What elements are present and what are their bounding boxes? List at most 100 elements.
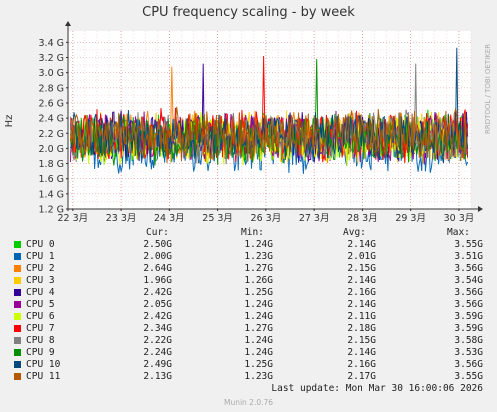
legend-avg-value: 2.15G xyxy=(347,335,376,346)
rrdtool-credit: RRDTOOL / TOBI OETIKER xyxy=(484,44,492,134)
x-axis-arrow xyxy=(478,206,483,212)
legend-avg-value: 2.18G xyxy=(347,323,376,334)
y-tick-label: 1.8 G xyxy=(39,159,65,170)
y-tick-label: 2.8 G xyxy=(39,83,65,94)
legend-row: CPU 0 2.50G 1.24G 2.14G 3.55G xyxy=(0,239,497,251)
legend-min-value: 1.23G xyxy=(244,251,273,262)
legend-min-value: 1.25G xyxy=(244,287,273,298)
chart-title: CPU frequency scaling - by week xyxy=(142,5,355,20)
x-tick-labels: 22 3月 23 3月 24 3月 25 3月 26 3月 27 3月 28 3月 29 3月… xyxy=(57,209,474,224)
legend-max-value: 3.55G xyxy=(454,371,483,382)
legend-swatch xyxy=(14,265,21,272)
legend-swatch xyxy=(14,337,21,344)
legend-avg-value: 2.14G xyxy=(347,347,376,358)
chart-area: Hz 1.2 G 1.4 G 1.6 G 1.8 G 2.0 G 2.2 G 2.4 G 2.… xyxy=(4,21,483,224)
legend-cur-value: 2.49G xyxy=(143,359,172,370)
legend-cur-value: 2.05G xyxy=(143,299,172,310)
x-tick-label: 29 3月 xyxy=(395,213,426,224)
y-tick-labels: 1.2 G 1.4 G 1.6 G 1.8 G 2.0 G 2.2 G 2.4 G 2.6 G… xyxy=(39,38,68,216)
legend-header-avg: Avg: xyxy=(343,227,366,238)
legend-max-value: 3.53G xyxy=(454,347,483,358)
x-tick-label: 27 3月 xyxy=(299,213,330,224)
y-tick-label: 1.2 G xyxy=(39,205,65,216)
legend-cur-value: 2.42G xyxy=(143,311,172,322)
legend-header-cur: Cur: xyxy=(146,227,169,238)
y-tick-label: 3.4 G xyxy=(39,38,65,49)
legend-max-value: 3.59G xyxy=(454,311,483,322)
legend-avg-value: 2.16G xyxy=(347,287,376,298)
legend-swatch xyxy=(14,325,21,332)
series-line-cpu-9 xyxy=(69,58,468,166)
y-tick-label: 2.2 G xyxy=(39,129,65,140)
legend-swatch xyxy=(14,361,21,368)
legend-min-value: 1.24G xyxy=(244,299,273,310)
legend-max-value: 3.58G xyxy=(454,335,483,346)
legend-max-value: 3.59G xyxy=(454,323,483,334)
legend-avg-value: 2.16G xyxy=(347,359,376,370)
series-lines xyxy=(69,47,469,174)
legend-series-name: CPU 8 xyxy=(26,335,55,346)
legend-row: CPU 7 2.34G 1.27G 2.18G 3.59G xyxy=(0,323,497,335)
legend-max-value: 3.54G xyxy=(454,275,483,286)
y-tick-label: 1.4 G xyxy=(39,189,65,200)
legend-cur-value: 1.96G xyxy=(143,275,172,286)
legend-avg-value: 2.11G xyxy=(347,311,376,322)
legend-avg-value: 2.14G xyxy=(347,299,376,310)
x-tick-label: 28 3月 xyxy=(347,213,378,224)
legend-swatch xyxy=(14,349,21,356)
legend-swatch xyxy=(14,301,21,308)
legend-series-name: CPU 10 xyxy=(26,359,61,370)
legend-row: CPU 11 2.13G 1.23G 2.17G 3.55G xyxy=(0,371,497,383)
legend-min-value: 1.24G xyxy=(244,311,273,322)
legend-avg-value: 2.01G xyxy=(347,251,376,262)
legend-min-value: 1.25G xyxy=(244,359,273,370)
legend-max-value: 3.55G xyxy=(454,239,483,250)
y-tick-label: 3.0 G xyxy=(39,68,65,79)
legend-min-value: 1.26G xyxy=(244,275,273,286)
legend-row: CPU 6 2.42G 1.24G 2.11G 3.59G xyxy=(0,311,497,323)
legend-max-value: 3.51G xyxy=(454,251,483,262)
legend-series-name: CPU 7 xyxy=(26,323,55,334)
legend-avg-value: 2.14G xyxy=(347,275,376,286)
legend-series-name: CPU 11 xyxy=(26,371,61,382)
legend-max-value: 3.56G xyxy=(454,299,483,310)
legend-swatch xyxy=(14,277,21,284)
y-tick-label: 1.6 G xyxy=(39,174,65,185)
legend-min-value: 1.24G xyxy=(244,335,273,346)
x-tick-label: 26 3月 xyxy=(251,213,282,224)
y-tick-label: 3.2 G xyxy=(39,53,65,64)
legend-row: CPU 8 2.22G 1.24G 2.15G 3.58G xyxy=(0,335,497,347)
legend-cur-value: 2.64G xyxy=(143,263,172,274)
legend-cur-value: 2.24G xyxy=(143,347,172,358)
y-tick-label: 2.0 G xyxy=(39,144,65,155)
y-tick-label: 2.4 G xyxy=(39,114,65,125)
legend-max-value: 3.56G xyxy=(454,287,483,298)
legend-series-name: CPU 1 xyxy=(26,251,55,262)
legend-series-name: CPU 4 xyxy=(26,287,55,298)
legend-swatch xyxy=(14,373,21,380)
legend-series-name: CPU 2 xyxy=(26,263,55,274)
series-line-cpu-11 xyxy=(69,106,469,164)
legend-row: CPU 9 2.24G 1.24G 2.14G 3.53G xyxy=(0,347,497,359)
y-axis-arrow xyxy=(65,21,71,26)
legend-series-name: CPU 0 xyxy=(26,239,55,250)
legend-series-name: CPU 5 xyxy=(26,299,55,310)
legend-cur-value: 2.00G xyxy=(143,251,172,262)
legend-row: CPU 10 2.49G 1.25G 2.16G 3.56G xyxy=(0,359,497,371)
legend-header-max: Max: xyxy=(447,227,470,238)
legend-row: CPU 2 2.64G 1.27G 2.15G 3.56G xyxy=(0,263,497,275)
y-tick-label: 2.6 G xyxy=(39,98,65,109)
legend-swatch xyxy=(14,241,21,248)
legend-max-value: 3.56G xyxy=(454,359,483,370)
x-tick-label: 22 3月 xyxy=(57,213,88,224)
rrdtool-credit-text: RRDTOOL / TOBI OETIKER xyxy=(484,44,492,134)
legend-row: CPU 3 1.96G 1.26G 2.14G 3.54G xyxy=(0,275,497,287)
legend-cur-value: 2.50G xyxy=(143,239,172,250)
legend-swatch xyxy=(14,289,21,296)
x-tick-label: 30 3月 xyxy=(444,213,475,224)
legend-cur-value: 2.42G xyxy=(143,287,172,298)
x-tick-label: 25 3月 xyxy=(202,213,233,224)
legend-cur-value: 2.13G xyxy=(143,371,172,382)
legend-swatch xyxy=(14,313,21,320)
legend-header-min: Min: xyxy=(241,227,264,238)
